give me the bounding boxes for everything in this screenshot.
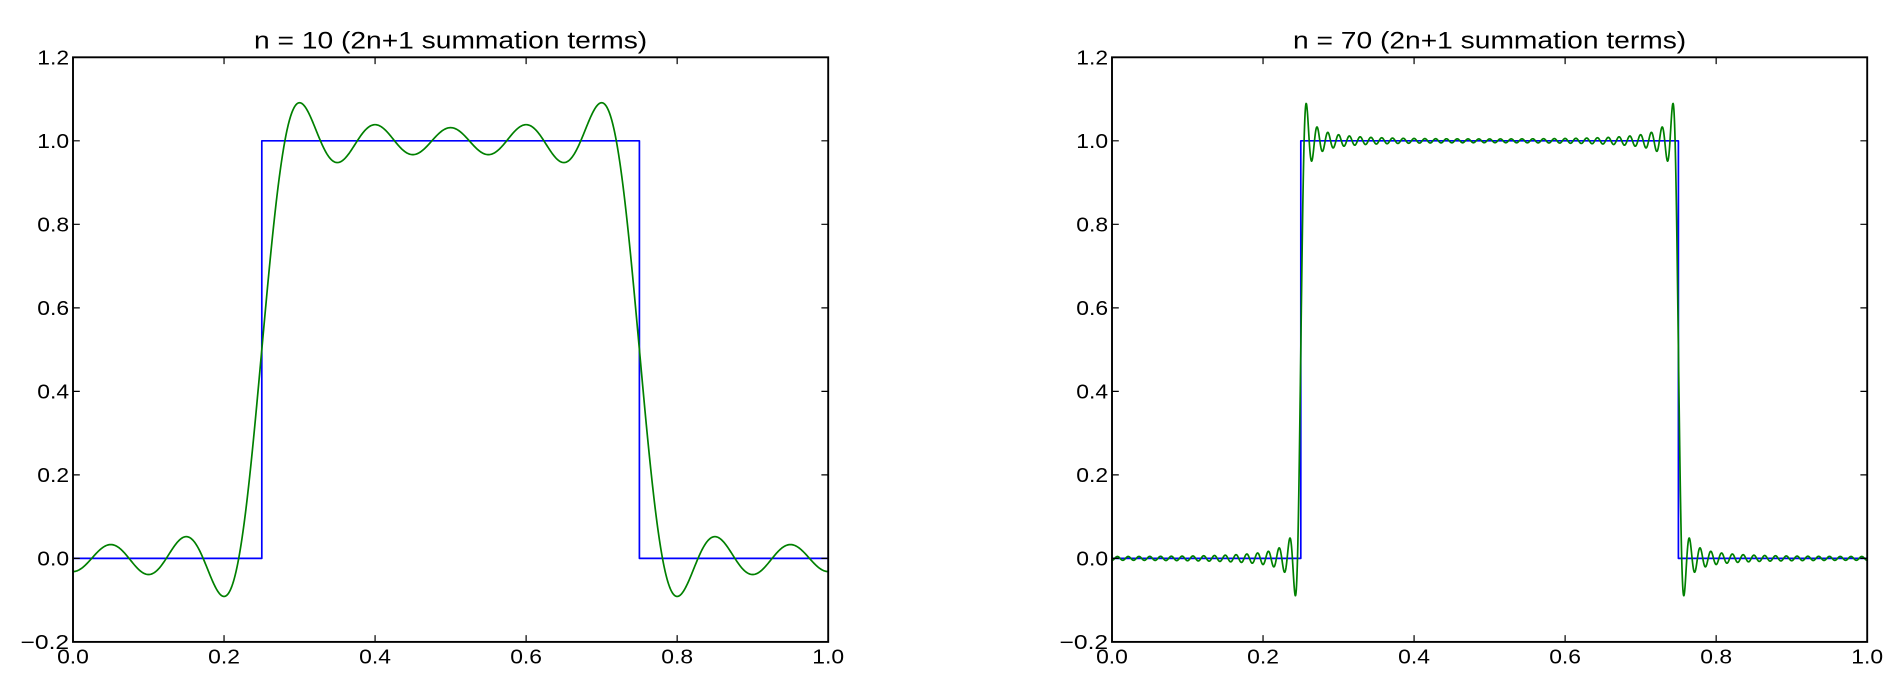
svg-text:0.6: 0.6 xyxy=(1549,647,1581,669)
svg-text:0.0: 0.0 xyxy=(57,647,89,669)
svg-text:0.0: 0.0 xyxy=(1076,549,1108,571)
svg-text:1.0: 1.0 xyxy=(812,647,844,669)
svg-text:−0.2: −0.2 xyxy=(1060,632,1109,654)
svg-text:0.4: 0.4 xyxy=(37,382,69,404)
svg-text:0.2: 0.2 xyxy=(37,465,69,487)
svg-text:0.4: 0.4 xyxy=(1398,647,1430,669)
svg-text:0.6: 0.6 xyxy=(37,298,69,320)
svg-text:0.6: 0.6 xyxy=(1076,298,1108,320)
svg-text:n = 70 (2n+1 summation terms): n = 70 (2n+1 summation terms) xyxy=(1293,27,1686,54)
svg-text:1.0: 1.0 xyxy=(1851,647,1883,669)
svg-text:0.8: 0.8 xyxy=(661,647,693,669)
svg-text:0.4: 0.4 xyxy=(359,647,391,669)
svg-text:0.2: 0.2 xyxy=(1247,647,1279,669)
svg-text:−0.2: −0.2 xyxy=(21,632,70,654)
svg-text:0.0: 0.0 xyxy=(1096,647,1128,669)
svg-text:0.8: 0.8 xyxy=(37,215,69,237)
svg-text:0.6: 0.6 xyxy=(510,647,542,669)
svg-text:0.2: 0.2 xyxy=(208,647,240,669)
svg-text:0.2: 0.2 xyxy=(1076,465,1108,487)
svg-text:0.8: 0.8 xyxy=(1076,215,1108,237)
svg-text:0.0: 0.0 xyxy=(37,549,69,571)
svg-text:1.0: 1.0 xyxy=(37,131,69,153)
svg-text:0.8: 0.8 xyxy=(1700,647,1732,669)
svg-text:n = 10 (2n+1 summation terms): n = 10 (2n+1 summation terms) xyxy=(254,27,647,54)
svg-text:1.0: 1.0 xyxy=(1076,131,1108,153)
svg-text:1.2: 1.2 xyxy=(37,48,69,70)
svg-text:0.4: 0.4 xyxy=(1076,382,1108,404)
svg-text:1.2: 1.2 xyxy=(1076,48,1108,70)
